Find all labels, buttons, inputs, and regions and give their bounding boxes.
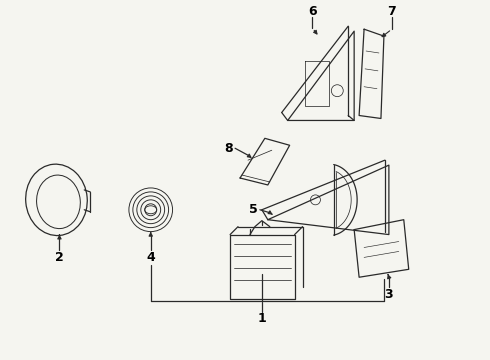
- Text: 5: 5: [248, 203, 257, 216]
- Text: 7: 7: [388, 5, 396, 18]
- Text: 1: 1: [257, 312, 266, 325]
- Text: 8: 8: [224, 142, 232, 155]
- Text: 2: 2: [55, 251, 64, 264]
- Text: 3: 3: [385, 288, 393, 301]
- Text: 6: 6: [308, 5, 317, 18]
- Text: 4: 4: [147, 251, 155, 264]
